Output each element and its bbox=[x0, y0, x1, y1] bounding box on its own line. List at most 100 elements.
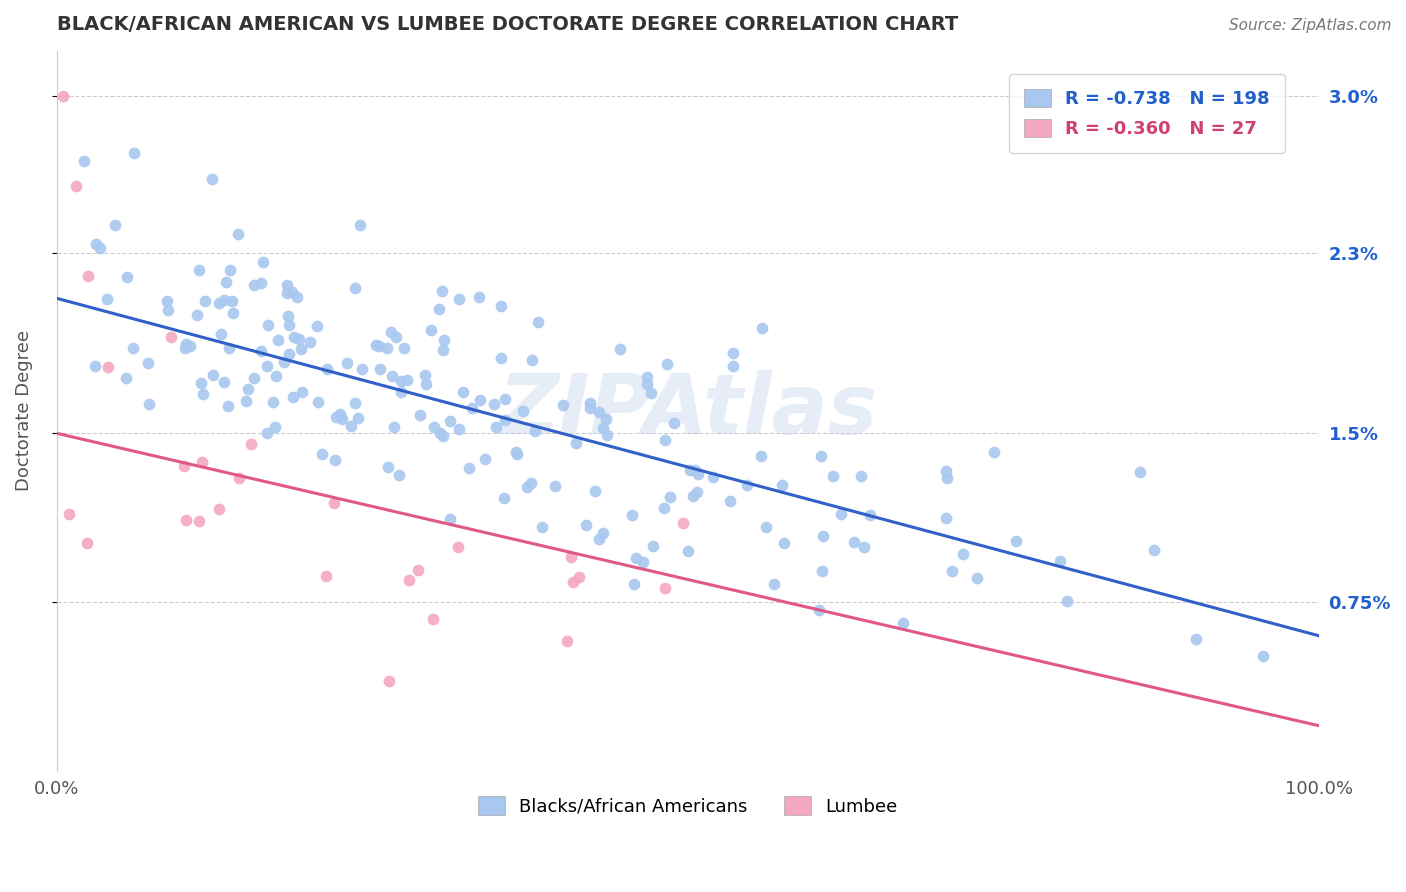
Point bbox=[578, 396, 600, 410]
Point bbox=[281, 285, 304, 299]
Point bbox=[595, 412, 617, 426]
Point bbox=[718, 494, 741, 508]
Point bbox=[156, 293, 179, 308]
Point bbox=[588, 532, 610, 546]
Point bbox=[859, 508, 882, 522]
Point bbox=[368, 361, 391, 376]
Point bbox=[891, 615, 914, 630]
Point bbox=[1004, 533, 1026, 548]
Point bbox=[218, 341, 240, 355]
Point bbox=[439, 512, 461, 526]
Point bbox=[291, 385, 314, 400]
Point bbox=[439, 414, 461, 428]
Point bbox=[588, 405, 610, 419]
Point bbox=[432, 429, 454, 443]
Y-axis label: Doctorate Degree: Doctorate Degree bbox=[15, 330, 32, 491]
Point bbox=[364, 337, 387, 351]
Point bbox=[555, 633, 578, 648]
Point bbox=[474, 452, 496, 467]
Point bbox=[212, 375, 235, 389]
Point bbox=[256, 426, 278, 441]
Point bbox=[394, 341, 416, 355]
Point bbox=[250, 344, 273, 359]
Point bbox=[449, 421, 471, 435]
Legend: Blacks/African Americans, Lumbee: Blacks/African Americans, Lumbee bbox=[467, 786, 908, 827]
Point bbox=[262, 395, 284, 409]
Point bbox=[422, 612, 444, 626]
Point bbox=[544, 478, 567, 492]
Point bbox=[344, 395, 367, 409]
Point bbox=[461, 401, 484, 415]
Point bbox=[186, 308, 208, 322]
Point bbox=[983, 444, 1005, 458]
Point bbox=[214, 293, 236, 308]
Point bbox=[236, 382, 259, 396]
Point bbox=[173, 458, 195, 473]
Point bbox=[1049, 554, 1071, 568]
Point bbox=[966, 571, 988, 585]
Point bbox=[316, 362, 339, 376]
Point bbox=[193, 387, 215, 401]
Point bbox=[763, 576, 786, 591]
Point bbox=[672, 516, 695, 530]
Point bbox=[290, 343, 312, 357]
Point bbox=[77, 268, 100, 283]
Point bbox=[208, 295, 231, 310]
Point bbox=[329, 407, 352, 421]
Point bbox=[298, 334, 321, 349]
Point bbox=[377, 460, 399, 475]
Point bbox=[215, 275, 238, 289]
Point bbox=[235, 394, 257, 409]
Point bbox=[267, 334, 290, 348]
Point bbox=[420, 323, 443, 337]
Point bbox=[288, 332, 311, 346]
Point bbox=[516, 480, 538, 494]
Point bbox=[702, 470, 724, 484]
Point bbox=[240, 437, 263, 451]
Point bbox=[1129, 465, 1152, 479]
Point bbox=[277, 309, 299, 323]
Point bbox=[683, 463, 706, 477]
Point bbox=[686, 467, 709, 481]
Point bbox=[592, 525, 614, 540]
Point bbox=[565, 436, 588, 450]
Point bbox=[655, 357, 678, 371]
Point bbox=[643, 540, 665, 554]
Point bbox=[243, 277, 266, 292]
Point bbox=[531, 520, 554, 534]
Point bbox=[340, 419, 363, 434]
Point bbox=[751, 320, 773, 334]
Point bbox=[96, 292, 118, 306]
Point bbox=[347, 411, 370, 425]
Point bbox=[65, 178, 87, 193]
Point bbox=[621, 508, 644, 522]
Point bbox=[1251, 649, 1274, 664]
Point bbox=[935, 464, 957, 478]
Point bbox=[276, 285, 298, 300]
Point bbox=[325, 410, 347, 425]
Point bbox=[430, 284, 453, 298]
Point bbox=[138, 396, 160, 410]
Point bbox=[381, 368, 404, 383]
Point bbox=[811, 529, 834, 543]
Point bbox=[188, 263, 211, 277]
Point bbox=[256, 359, 278, 374]
Point bbox=[1143, 543, 1166, 558]
Point bbox=[121, 341, 143, 355]
Point bbox=[264, 369, 287, 384]
Point bbox=[830, 507, 852, 521]
Point bbox=[209, 327, 232, 342]
Point bbox=[520, 352, 543, 367]
Point bbox=[527, 315, 550, 329]
Point bbox=[378, 673, 401, 688]
Point bbox=[447, 541, 470, 555]
Point bbox=[468, 290, 491, 304]
Point bbox=[136, 356, 159, 370]
Point bbox=[505, 445, 527, 459]
Point bbox=[243, 370, 266, 384]
Point bbox=[560, 549, 582, 564]
Point bbox=[811, 564, 834, 578]
Point bbox=[385, 329, 408, 343]
Point bbox=[751, 449, 773, 463]
Point bbox=[307, 394, 329, 409]
